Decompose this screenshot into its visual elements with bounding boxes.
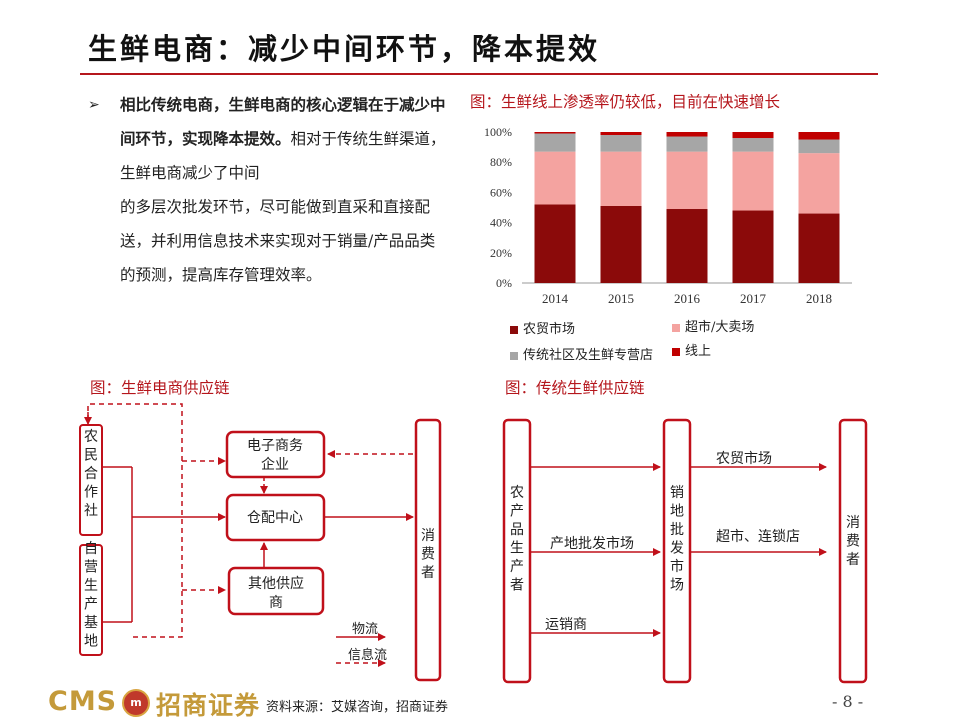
bar-segment-2015-0 xyxy=(600,205,642,283)
legend-swatch xyxy=(510,351,518,360)
cms-logo-text: CMS xyxy=(48,686,118,717)
x-tick-label: 2016 xyxy=(674,291,701,306)
dashed-info-loop xyxy=(87,403,183,638)
ecom-box xyxy=(225,430,326,479)
bar-segment-2018-2 xyxy=(798,139,840,154)
title-divider xyxy=(80,73,878,75)
bar-segment-2016-2 xyxy=(666,136,708,152)
bar-segment-2015-3 xyxy=(600,132,642,136)
bar-segment-2014-3 xyxy=(534,132,576,134)
bar-segment-2018-3 xyxy=(798,132,840,140)
x-tick-label: 2017 xyxy=(740,291,767,306)
bar-segment-2015-1 xyxy=(600,151,642,206)
bar-segment-2016-0 xyxy=(666,209,708,283)
legend-label: 传统社区及生鲜专营店 xyxy=(523,348,654,363)
y-tick-label: 60% xyxy=(490,185,512,199)
bar-segment-2014-1 xyxy=(534,151,576,205)
cms-badge-icon: m xyxy=(122,689,150,717)
trader-label: 运销商 xyxy=(545,617,587,633)
bar-segment-2014-2 xyxy=(534,133,576,152)
bar-segment-2015-2 xyxy=(600,135,642,152)
ecom-label-line1: 电子商务 xyxy=(247,438,303,454)
legend-item-online: 线上 xyxy=(672,340,711,359)
logistics-legend-label: 物流 xyxy=(352,622,378,637)
other-label-line2: 商 xyxy=(269,595,283,611)
legend-item-supermarket: 超市/大卖场 xyxy=(672,316,754,335)
source-note: 资料来源：艾媒咨询，招商证券 xyxy=(266,700,449,715)
page-title: 生鲜电商：减少中间环节，降本提效 xyxy=(88,32,601,66)
right-diagram: 农产品生产者 销地批发市场 消费者 产地批发市场 运销商 农贸市场 超市、连锁店 xyxy=(502,418,868,684)
x-tick-label: 2014 xyxy=(542,291,569,306)
y-tick-label: 0% xyxy=(496,276,512,290)
y-tick-label: 80% xyxy=(490,155,512,169)
info-legend-label: 信息流 xyxy=(348,647,387,663)
consumer-box-right xyxy=(838,418,868,684)
y-tick-label: 100% xyxy=(484,125,512,139)
company-name: 招商证券 xyxy=(156,691,261,720)
legend-item-community: 传统社区及生鲜专营店 xyxy=(510,344,653,363)
legend-item-farm-market: 农贸市场 xyxy=(510,318,575,337)
legend-swatch xyxy=(510,325,518,334)
other-supplier-box xyxy=(227,566,325,616)
base-label: 自营生产基地 xyxy=(84,541,98,650)
bar-segment-2017-0 xyxy=(732,210,774,283)
legend-label: 超市/大卖场 xyxy=(685,320,755,335)
producer-label: 农产品生产者 xyxy=(510,485,524,594)
left-diagram-caption: 图：生鲜电商供应链 xyxy=(90,379,230,397)
warehouse-label: 仓配中心 xyxy=(247,510,303,526)
other-label-line1: 其他供应 xyxy=(248,575,304,592)
ecom-label-line2: 企业 xyxy=(261,456,289,473)
consumer-box xyxy=(414,418,442,682)
bullet-paragraph: ➢ 相比传统电商，生鲜电商的核心逻辑在于减少中间环节，实现降本提效。相对于传统生… xyxy=(88,88,446,292)
producer-box xyxy=(502,418,532,684)
bullet-first-part: 相比传统电商，生鲜电商的核心逻辑在于减少中间环节，实现降本提效。相对于传统生鲜渠… xyxy=(90,88,446,190)
market-box xyxy=(662,418,692,684)
bar-segment-2017-3 xyxy=(732,132,774,139)
bar-segment-2018-1 xyxy=(798,153,840,214)
penetration-chart: 0% 20% 40% 60% 80% 100% 2014 2015 2016 2017 2018 xyxy=(462,118,862,368)
bar-segment-2016-3 xyxy=(666,132,708,137)
bullet-continuation: 的多层次批发环节，尽可能做到直采和直接配送，并利用信息技术来实现对于销量/产品品… xyxy=(120,198,436,284)
legend-label: 线上 xyxy=(685,344,712,359)
bar-segment-2017-2 xyxy=(732,138,774,152)
consumer-label: 消费者 xyxy=(421,528,435,581)
bar-segment-2018-0 xyxy=(798,213,840,283)
page-number: - 8 - xyxy=(832,692,864,711)
right-diagram-caption: 图：传统生鲜供应链 xyxy=(505,379,645,397)
bullet-normal-text: 相对于传统生鲜渠道，生鲜电商减少了中间 xyxy=(120,130,446,182)
bar-segment-2014-0 xyxy=(534,204,576,283)
x-tick-label: 2018 xyxy=(806,291,832,306)
legend-label: 农贸市场 xyxy=(523,322,576,337)
coop-box xyxy=(79,424,103,536)
bar-segment-2016-1 xyxy=(666,151,708,210)
farm-market-label: 农贸市场 xyxy=(716,450,772,467)
consumer-label-right: 消费者 xyxy=(846,515,860,568)
bar-segment-2017-1 xyxy=(732,151,774,211)
chart-svg: 0% 20% 40% 60% 80% 100% 2014 2015 2016 2017 2018 xyxy=(484,125,852,306)
left-diagram: 农民合作社 自营生产基地 电子商务 企业 仓配中心 其他供应 商 消费者 物流 … xyxy=(79,403,442,682)
chart-caption: 图：生鲜线上渗透率仍较低，目前在快速增长 xyxy=(470,93,781,111)
bullet-bold-text: 相比传统电商，生鲜电商的核心逻辑在于减少中间环节，实现降本提效。 xyxy=(120,95,446,148)
legend-swatch xyxy=(672,323,680,332)
bullet-arrow-icon: ➢ xyxy=(88,97,100,113)
market-label: 销地批发市场 xyxy=(670,485,684,594)
origin-market-label: 产地批发市场 xyxy=(550,535,634,552)
supermarket-label: 超市、连锁店 xyxy=(716,528,800,545)
base-box xyxy=(79,544,103,656)
x-tick-label: 2015 xyxy=(608,291,634,306)
legend-swatch xyxy=(672,347,680,356)
coop-label: 农民合作社 xyxy=(84,429,98,519)
y-tick-label: 40% xyxy=(490,216,512,230)
y-tick-label: 20% xyxy=(490,246,512,260)
